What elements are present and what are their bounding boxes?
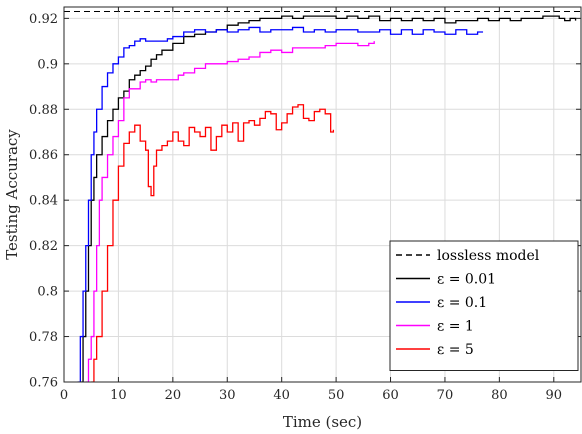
series-layer [64, 11, 581, 382]
y-tick-label: 0.86 [29, 148, 58, 163]
x-tick-label: 0 [60, 388, 68, 403]
x-tick-label: 40 [273, 388, 290, 403]
x-tick-label: 30 [219, 388, 236, 403]
y-tick-label: 0.9 [37, 57, 58, 72]
legend: lossless model ε = 0.01 ε = 0.1 ε = 1 ε = 5 [389, 240, 579, 371]
legend-label-4: ε = 5 [437, 342, 474, 358]
x-axis-ticks: 0 10 20 30 40 50 60 70 80 90 [60, 7, 562, 403]
x-axis-title: Time (sec) [283, 413, 362, 431]
y-tick-label: 0.84 [29, 194, 58, 209]
y-tick-label: 0.76 [29, 376, 58, 391]
y-tick-label: 0.8 [37, 285, 58, 300]
x-tick-label: 10 [110, 388, 127, 403]
y-tick-label: 0.82 [29, 239, 58, 254]
legend-label-3: ε = 1 [437, 319, 474, 335]
y-axis-title: Testing Accuracy [3, 129, 21, 260]
x-tick-label: 60 [382, 388, 399, 403]
x-tick-label: 50 [328, 388, 345, 403]
y-tick-label: 0.92 [29, 12, 58, 27]
x-tick-label: 70 [437, 388, 454, 403]
y-axis-ticks: 0.76 0.78 0.8 0.82 0.84 0.86 0.88 0.9 0.92 [29, 12, 581, 391]
plot-frame [63, 6, 582, 383]
x-tick-label: 20 [165, 388, 182, 403]
legend-label-2: ε = 0.1 [437, 295, 487, 311]
series-line-1 [80, 15, 577, 382]
legend-label-1: ε = 0.01 [437, 272, 496, 288]
series-line-2 [77, 26, 484, 382]
series-line-4 [91, 104, 335, 382]
y-tick-label: 0.78 [29, 330, 58, 345]
legend-label-0: lossless model [437, 248, 540, 264]
y-tick-label: 0.88 [29, 103, 58, 118]
x-tick-label: 80 [491, 388, 508, 403]
x-tick-label: 90 [546, 388, 563, 403]
series-line-3 [85, 41, 375, 382]
